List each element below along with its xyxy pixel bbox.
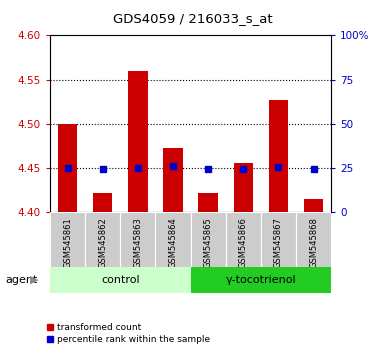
Text: GSM545866: GSM545866 <box>239 217 248 268</box>
Bar <box>226 212 261 267</box>
Bar <box>191 267 331 293</box>
Text: GSM545861: GSM545861 <box>63 217 72 268</box>
Bar <box>199 193 218 212</box>
Bar <box>234 163 253 212</box>
Bar <box>50 212 85 267</box>
Legend: transformed count, percentile rank within the sample: transformed count, percentile rank withi… <box>43 320 214 348</box>
Text: control: control <box>101 275 140 285</box>
Text: GSM545863: GSM545863 <box>133 217 142 268</box>
Text: ▶: ▶ <box>30 275 38 285</box>
Text: GDS4059 / 216033_s_at: GDS4059 / 216033_s_at <box>113 12 272 25</box>
Bar <box>50 267 191 293</box>
Text: GSM545865: GSM545865 <box>204 217 213 268</box>
Text: agent: agent <box>6 275 38 285</box>
Bar <box>156 212 191 267</box>
Bar <box>261 212 296 267</box>
Bar <box>304 199 323 212</box>
Text: GSM545864: GSM545864 <box>169 217 177 268</box>
Bar <box>269 100 288 212</box>
Bar <box>58 124 77 212</box>
Bar <box>191 212 226 267</box>
Text: γ-tocotrienol: γ-tocotrienol <box>226 275 296 285</box>
Text: GSM545868: GSM545868 <box>309 217 318 268</box>
Bar <box>163 148 182 212</box>
Bar <box>296 212 331 267</box>
Bar <box>121 212 156 267</box>
Bar <box>85 212 120 267</box>
Bar <box>128 71 147 212</box>
Bar <box>93 193 112 212</box>
Text: GSM545867: GSM545867 <box>274 217 283 268</box>
Text: GSM545862: GSM545862 <box>98 217 107 268</box>
